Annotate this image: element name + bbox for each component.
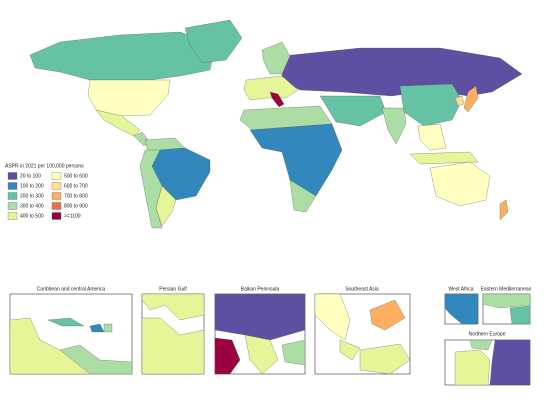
legend-swatch xyxy=(51,202,62,210)
region xyxy=(381,107,407,145)
region xyxy=(244,334,279,374)
region xyxy=(281,339,305,366)
region xyxy=(445,294,478,324)
region xyxy=(184,19,243,64)
region xyxy=(417,123,447,151)
legend-swatch xyxy=(51,212,62,220)
inset-title: West Africa xyxy=(448,286,473,292)
region xyxy=(454,349,491,385)
region xyxy=(429,161,491,207)
region xyxy=(399,83,463,127)
inset-title: Persian Gulf xyxy=(159,286,187,292)
legend-title: ASPR in 2021 per 100,000 persons xyxy=(5,163,84,169)
inset-title: Eastern Mediterranean xyxy=(481,286,532,292)
inset: Persian Gulf xyxy=(141,286,205,375)
region xyxy=(359,343,410,374)
region xyxy=(215,337,241,374)
region xyxy=(319,95,387,127)
inset: Balkan Peninsula xyxy=(214,286,306,375)
region xyxy=(142,317,204,374)
region xyxy=(454,95,465,107)
legend-label: 800 to 900 xyxy=(64,203,88,209)
legend-label: 400 to 500 xyxy=(20,213,44,219)
region xyxy=(489,340,530,385)
region xyxy=(483,294,530,309)
region xyxy=(87,79,171,117)
world-map xyxy=(29,19,523,229)
region xyxy=(47,317,85,327)
legend-label: 20 to 100 xyxy=(20,173,41,179)
region xyxy=(509,305,530,324)
legend: 20 to 100 100 to 200 200 to 300 300 to 400 4… xyxy=(7,172,88,220)
region xyxy=(469,340,493,351)
legend-swatch xyxy=(51,182,62,190)
region xyxy=(463,85,479,113)
region xyxy=(339,339,361,361)
inset: West Africa Eastern Mediterranean Northe… xyxy=(444,286,532,386)
region xyxy=(155,185,177,227)
inset-title: Caribbean and central America xyxy=(37,286,106,292)
region xyxy=(261,41,291,75)
region xyxy=(369,299,406,331)
legend-label: 100 to 200 xyxy=(20,183,44,189)
legend-swatch xyxy=(7,202,18,210)
legend-swatch xyxy=(7,182,18,190)
legend-label: 200 to 300 xyxy=(20,193,44,199)
region xyxy=(409,151,479,165)
region xyxy=(269,91,285,108)
region xyxy=(29,31,216,81)
legend-label: 300 to 400 xyxy=(20,203,44,209)
region xyxy=(289,179,317,213)
inset: Caribbean and central America xyxy=(9,286,133,375)
legend-label: 700 to 800 xyxy=(64,193,88,199)
legend-swatch xyxy=(7,172,18,180)
inset: Southeast Asia xyxy=(314,286,411,375)
region xyxy=(139,149,163,229)
inset-title: Northern Europe xyxy=(469,331,506,337)
region xyxy=(315,294,351,341)
region xyxy=(59,344,132,374)
inset-title: Southeast Asia xyxy=(345,286,379,292)
legend-label: 500 to 600 xyxy=(64,173,88,179)
region xyxy=(103,323,113,333)
region xyxy=(499,199,509,221)
legend-label: 600 to 700 xyxy=(64,183,88,189)
legend-swatch xyxy=(7,192,18,200)
legend-swatch xyxy=(51,192,62,200)
region xyxy=(142,294,204,321)
legend-swatch xyxy=(51,172,62,180)
legend-label: >=1100 xyxy=(64,213,81,219)
legend-swatch xyxy=(7,212,18,220)
inset-title: Balkan Peninsula xyxy=(241,286,280,292)
